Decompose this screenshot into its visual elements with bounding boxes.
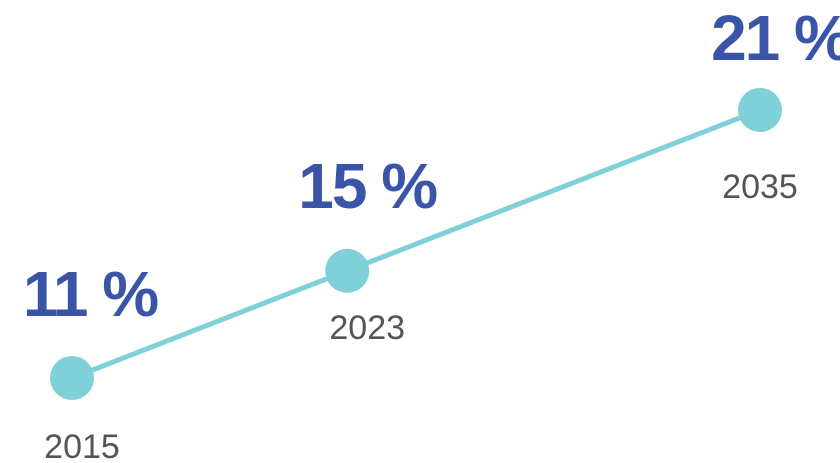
- year-labels: 2015 2023 2035: [44, 168, 798, 463]
- data-point-2035: [738, 88, 782, 132]
- value-label-2035: 21 %: [711, 2, 840, 74]
- data-point-2015: [50, 356, 94, 400]
- year-label-2023: 2023: [329, 309, 405, 347]
- value-label-2015: 11 %: [23, 258, 158, 330]
- year-label-2015: 2015: [44, 428, 120, 463]
- data-point-2023: [325, 248, 370, 293]
- data-points: [50, 88, 782, 400]
- year-label-2035: 2035: [722, 168, 798, 206]
- value-label-2023: 15 %: [298, 150, 437, 222]
- value-labels: 11 % 15 % 21 %: [23, 2, 840, 330]
